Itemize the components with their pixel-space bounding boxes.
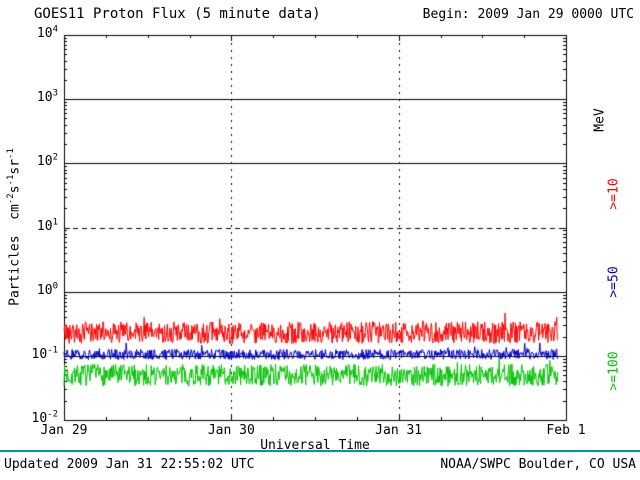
series-label-50: >=50 (606, 266, 622, 298)
x-tick-label: Jan 30 (207, 423, 255, 438)
y-tick-label: 10-1 (31, 345, 59, 362)
x-axis-label: Universal Time (260, 438, 370, 453)
chart-title: GOES11 Proton Flux (5 minute data) (34, 6, 321, 22)
y-axis-label-exponent: -1 (6, 174, 17, 186)
y-tick-label: 100 (36, 281, 58, 298)
footer-divider (0, 450, 640, 452)
series-label-100: >=100 (606, 351, 622, 391)
x-tick-label: Jan 31 (375, 423, 423, 438)
updated-timestamp: Updated 2009 Jan 31 22:55:02 UTC (4, 457, 255, 472)
y-tick-label: 104 (36, 24, 58, 41)
x-tick-label: Jan 29 (40, 423, 88, 438)
y-tick-label: 103 (36, 88, 58, 106)
series-label-10: >=10 (606, 178, 622, 210)
right-unit-label: MeV (592, 108, 608, 132)
credit-label: NOAA/SWPC Boulder, CO USA (440, 457, 636, 472)
y-tick-label: 10-2 (31, 409, 59, 426)
y-axis-label-exponent: -2 (6, 193, 17, 205)
x-tick-label: Feb 1 (546, 423, 586, 438)
y-tick-label: 102 (36, 153, 58, 170)
y-tick-label: 101 (36, 217, 58, 234)
begin-time-label: Begin: 2009 Jan 29 0000 UTC (422, 7, 634, 22)
